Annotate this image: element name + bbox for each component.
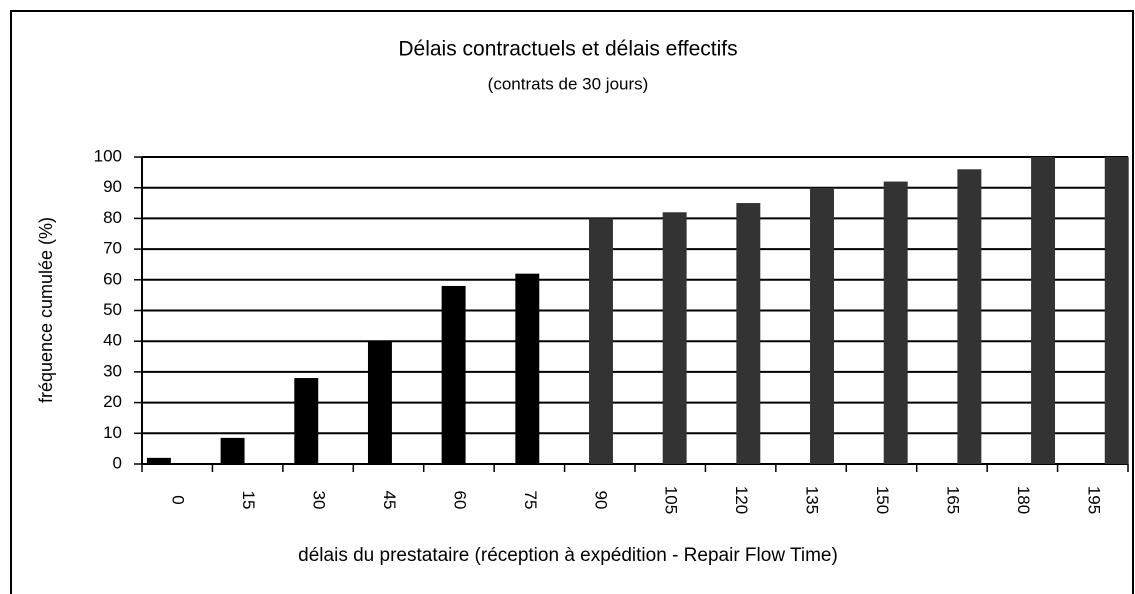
x-tick-label: 45 (380, 491, 399, 510)
x-tick-label: 165 (943, 486, 962, 514)
x-tick-label: 180 (1014, 486, 1033, 514)
y-axis-label: fréquence cumulée (%) (36, 217, 56, 403)
x-axis-label: délais du prestataire (réception à expéd… (298, 545, 838, 566)
frame (10, 10, 1134, 594)
bar (1031, 157, 1056, 464)
bar (662, 212, 687, 464)
bar (441, 285, 466, 464)
y-tick-label: 40 (103, 331, 122, 350)
chart-subtitle: (contrats de 30 jours) (488, 74, 649, 93)
y-tick-label: 0 (113, 453, 122, 472)
y-tick-label: 80 (103, 208, 122, 227)
bar (883, 181, 908, 464)
x-tick-label: 135 (803, 486, 822, 514)
y-tick-label: 70 (103, 239, 122, 258)
chart-title: Délais contractuels et délais effectifs (398, 38, 737, 61)
bar (146, 457, 171, 464)
y-tick-label: 60 (103, 269, 122, 288)
y-tick-label: 20 (103, 392, 122, 411)
bar (294, 378, 319, 464)
bar (736, 203, 761, 465)
bar (515, 273, 540, 464)
x-tick-label: 30 (310, 491, 329, 510)
bar (220, 437, 245, 464)
x-tick-label: 90 (591, 491, 610, 510)
x-tick-label: 105 (662, 486, 681, 514)
bar (367, 341, 392, 464)
bar (810, 187, 834, 464)
x-tick-label: 0 (169, 495, 188, 504)
y-tick-label: 100 (94, 146, 122, 165)
x-tick-label: 75 (521, 491, 540, 510)
y-tick-label: 10 (103, 423, 122, 442)
bar (589, 218, 613, 464)
x-tick-label: 120 (732, 486, 751, 514)
bar (957, 169, 982, 464)
x-tick-label: 195 (1084, 486, 1103, 514)
y-tick-label: 30 (103, 361, 122, 380)
y-tick-label: 90 (103, 177, 122, 196)
x-tick-label: 60 (450, 491, 469, 510)
y-tick-label: 50 (103, 300, 122, 319)
bar (1104, 157, 1129, 464)
x-tick-label: 15 (239, 491, 258, 510)
x-tick-label: 150 (873, 486, 892, 514)
